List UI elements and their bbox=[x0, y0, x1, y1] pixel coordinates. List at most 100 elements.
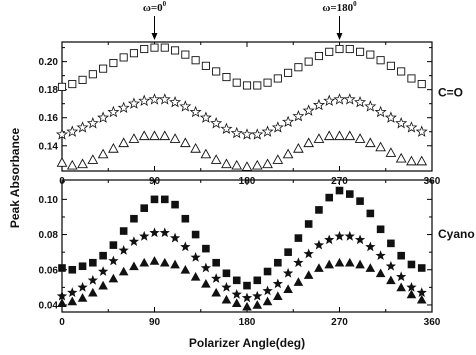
bottom-series-2-point bbox=[77, 293, 88, 302]
bottom-plot-frame bbox=[61, 179, 433, 313]
top-series-1-point bbox=[251, 128, 264, 140]
bottom-series-2-point bbox=[293, 277, 304, 286]
bottom-series-1-point bbox=[221, 281, 232, 292]
top-ytick-label: 0.18 bbox=[39, 85, 59, 96]
bottom-series-0-point bbox=[417, 264, 426, 272]
top-series-1-point bbox=[179, 100, 192, 112]
bottom-series-2-point bbox=[386, 275, 396, 285]
top-series-0-point bbox=[356, 47, 365, 56]
annotation-superscript: 0 bbox=[353, 0, 357, 8]
bottom-series-2-point bbox=[416, 294, 427, 304]
top-series-0-point bbox=[109, 58, 118, 68]
bottom-series-1-point bbox=[139, 230, 150, 241]
bottom-series-1-point bbox=[303, 248, 314, 259]
bottom-series-0-point bbox=[78, 262, 87, 271]
bottom-series-0-point bbox=[99, 251, 107, 260]
top-series-1-point bbox=[107, 105, 120, 118]
bottom-series-2-point bbox=[149, 256, 160, 265]
top-series-2-point bbox=[190, 143, 201, 153]
top-series-1-point bbox=[333, 93, 346, 105]
top-series-0-point bbox=[99, 64, 108, 73]
top-series-1-point bbox=[210, 117, 223, 129]
bottom-ytick-label: 0.08 bbox=[39, 230, 59, 241]
top-series-0-point bbox=[314, 51, 323, 61]
bottom-series-0-point bbox=[191, 230, 200, 239]
bottom-series-2-point bbox=[252, 300, 263, 309]
annotation-superscript: 0 bbox=[163, 0, 167, 8]
top-series-1-point bbox=[199, 111, 212, 123]
top-series-2-point bbox=[200, 148, 212, 159]
top-series-1-point bbox=[230, 126, 243, 139]
top-series-0-point bbox=[376, 56, 385, 65]
top-series-0-point bbox=[78, 75, 87, 84]
bottom-series-0-point bbox=[407, 260, 416, 269]
top-series-2-point bbox=[395, 152, 407, 163]
top-series-2-point bbox=[323, 130, 335, 141]
top-series-1-point bbox=[169, 95, 182, 108]
top-series-2-point bbox=[169, 133, 181, 143]
top-series-0-point bbox=[129, 49, 138, 58]
top-series-1-point bbox=[343, 93, 356, 105]
bottom-series-0-point bbox=[130, 214, 138, 223]
top-series-1-point bbox=[86, 117, 99, 129]
top-xtick-label: 90 bbox=[149, 176, 161, 187]
bottom-series-2-point bbox=[375, 268, 386, 278]
top-series-0-point bbox=[386, 61, 395, 70]
top-series-1-point bbox=[323, 94, 336, 107]
top-series-2-point bbox=[364, 137, 376, 148]
top-series-0-point bbox=[119, 53, 128, 62]
top-series-2-point bbox=[231, 159, 243, 170]
top-series-0-point bbox=[335, 44, 344, 54]
bottom-series-1-point bbox=[293, 257, 304, 268]
bottom-series-2-point bbox=[201, 279, 211, 288]
top-series-2-point bbox=[138, 130, 150, 141]
top-series-0-point bbox=[242, 81, 252, 90]
bottom-series-0-point bbox=[315, 206, 323, 214]
top-series-1-point bbox=[395, 117, 408, 129]
top-series-2-point bbox=[313, 133, 325, 143]
top-series-1-point bbox=[138, 94, 151, 107]
top-series-2-point bbox=[108, 143, 119, 153]
bottom-series-2-point bbox=[406, 289, 417, 299]
top-series-2-point bbox=[77, 158, 88, 169]
bottom-series-2-point bbox=[324, 259, 335, 269]
bottom-series-0-point bbox=[160, 195, 169, 204]
top-series-2-point bbox=[128, 133, 140, 143]
bottom-series-1-point bbox=[282, 267, 294, 278]
top-series-2-point bbox=[241, 161, 253, 171]
bottom-series-1-point bbox=[67, 287, 78, 298]
bottom-xtick-label: 90 bbox=[149, 317, 161, 328]
bottom-series-0-point bbox=[89, 258, 97, 267]
top-series-0-point bbox=[150, 43, 159, 52]
top-series-1-point bbox=[374, 105, 387, 118]
top-series-2-point bbox=[56, 157, 68, 167]
bottom-series-1-point bbox=[324, 234, 335, 245]
top-series-1-point bbox=[158, 93, 171, 105]
bottom-series-1-point bbox=[169, 232, 181, 243]
bottom-series-0-point bbox=[376, 225, 385, 234]
top-series-1-point bbox=[261, 125, 274, 137]
top-series-0-point bbox=[181, 50, 190, 59]
top-xtick-label: 360 bbox=[424, 176, 441, 187]
bottom-series-2-point bbox=[88, 287, 98, 297]
top-series-1-point bbox=[55, 128, 69, 140]
top-series-0-point bbox=[140, 44, 149, 54]
bottom-series-0-point bbox=[397, 251, 405, 260]
top-series-0-point bbox=[68, 80, 77, 89]
bottom-series-1-point bbox=[262, 285, 273, 296]
bottom-series-1-point bbox=[231, 289, 242, 299]
bottom-series-2-point bbox=[129, 261, 139, 271]
bottom-series-1-point bbox=[159, 227, 170, 238]
bottom-series-0-point bbox=[274, 258, 282, 267]
x-axis-title: Polarizer Angle(deg) bbox=[189, 336, 305, 350]
top-series-0-point bbox=[304, 57, 313, 66]
bottom-series-0-point bbox=[181, 214, 190, 223]
top-series-0-point bbox=[284, 68, 293, 77]
bottom-series-2-point bbox=[344, 257, 355, 267]
bottom-series-0-point bbox=[263, 267, 272, 276]
bottom-series-0-point bbox=[212, 258, 220, 267]
bottom-series-1-point bbox=[241, 292, 253, 303]
top-series-1-point bbox=[312, 98, 325, 111]
